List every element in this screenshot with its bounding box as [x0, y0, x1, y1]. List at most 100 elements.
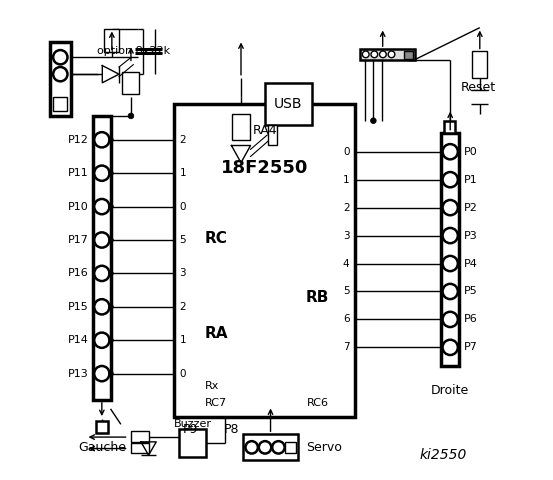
Bar — [50, 42, 71, 116]
Text: 1: 1 — [343, 175, 349, 185]
Text: P6: P6 — [464, 314, 478, 324]
Text: P3: P3 — [464, 230, 478, 240]
Text: P8: P8 — [223, 423, 239, 436]
Bar — [232, 114, 249, 140]
Circle shape — [94, 199, 109, 214]
Circle shape — [388, 51, 395, 58]
Circle shape — [442, 256, 458, 271]
Text: Buzzer: Buzzer — [174, 419, 211, 429]
Circle shape — [108, 271, 113, 276]
Text: P5: P5 — [464, 287, 478, 297]
Bar — [360, 49, 415, 60]
Circle shape — [442, 340, 458, 355]
Bar — [179, 429, 206, 457]
Text: Gauche: Gauche — [78, 441, 126, 454]
Circle shape — [108, 304, 113, 309]
Text: P11: P11 — [68, 168, 89, 178]
Text: P10: P10 — [68, 202, 89, 212]
Text: option 8x22k: option 8x22k — [97, 47, 170, 57]
Circle shape — [246, 441, 258, 454]
Text: P0: P0 — [464, 147, 478, 156]
Text: P2: P2 — [464, 203, 478, 213]
Text: 2: 2 — [343, 203, 349, 213]
Text: P13: P13 — [68, 369, 89, 379]
Circle shape — [128, 113, 134, 119]
Text: 5: 5 — [343, 287, 349, 297]
Text: 0: 0 — [343, 147, 349, 156]
Circle shape — [442, 172, 458, 187]
Text: 3: 3 — [343, 230, 349, 240]
Text: P4: P4 — [464, 259, 478, 268]
Bar — [93, 116, 111, 400]
Circle shape — [371, 51, 378, 58]
Bar — [264, 83, 312, 125]
Text: RC6: RC6 — [307, 398, 329, 408]
Text: P16: P16 — [68, 268, 89, 278]
Circle shape — [94, 333, 109, 348]
Text: 18F2550: 18F2550 — [221, 159, 308, 178]
Bar — [174, 104, 355, 417]
Text: P7: P7 — [464, 342, 478, 352]
Circle shape — [53, 50, 67, 64]
Text: 2: 2 — [180, 302, 186, 312]
Text: Rx: Rx — [205, 381, 220, 391]
Circle shape — [108, 171, 113, 176]
Circle shape — [442, 144, 458, 159]
Circle shape — [362, 51, 369, 58]
Circle shape — [379, 51, 386, 58]
Text: RB: RB — [306, 290, 329, 305]
Bar — [444, 120, 456, 132]
Text: 6: 6 — [343, 314, 349, 324]
Bar — [441, 132, 460, 366]
Text: 0: 0 — [180, 369, 186, 379]
Text: Servo: Servo — [306, 441, 342, 454]
Bar — [53, 97, 66, 111]
Text: P15: P15 — [68, 302, 89, 312]
Bar — [285, 442, 296, 453]
Circle shape — [94, 132, 109, 147]
Circle shape — [94, 266, 109, 281]
Bar — [268, 125, 277, 144]
Text: 1: 1 — [180, 168, 186, 178]
Bar — [243, 434, 298, 460]
Text: USB: USB — [274, 97, 302, 111]
Bar — [404, 50, 413, 59]
Circle shape — [108, 137, 113, 142]
Circle shape — [53, 67, 67, 81]
Text: ki2550: ki2550 — [420, 448, 467, 462]
Text: 3: 3 — [180, 268, 186, 278]
Bar — [122, 72, 139, 95]
Bar — [96, 421, 108, 433]
Circle shape — [371, 118, 375, 123]
Text: Droite: Droite — [431, 384, 469, 397]
Text: Reset: Reset — [461, 81, 496, 94]
Text: P12: P12 — [68, 135, 89, 145]
Text: 4: 4 — [343, 259, 349, 268]
Circle shape — [94, 166, 109, 181]
Text: 0: 0 — [180, 202, 186, 212]
Text: 7: 7 — [343, 342, 349, 352]
Circle shape — [108, 338, 113, 343]
Bar — [132, 443, 149, 453]
Circle shape — [442, 312, 458, 327]
Bar — [472, 51, 487, 78]
Circle shape — [272, 441, 285, 454]
Circle shape — [442, 200, 458, 215]
Text: P17: P17 — [68, 235, 89, 245]
Text: RC: RC — [205, 231, 228, 246]
Circle shape — [108, 371, 113, 376]
Circle shape — [442, 284, 458, 299]
Circle shape — [108, 238, 113, 242]
Circle shape — [442, 228, 458, 243]
Circle shape — [108, 204, 113, 209]
Text: 2: 2 — [180, 135, 186, 145]
Circle shape — [94, 366, 109, 381]
Text: RA: RA — [205, 326, 228, 341]
Text: 5: 5 — [180, 235, 186, 245]
Circle shape — [94, 299, 109, 314]
Text: P1: P1 — [464, 175, 478, 185]
Bar — [131, 432, 149, 442]
Text: P9: P9 — [183, 423, 199, 436]
Circle shape — [94, 232, 109, 248]
Text: 1: 1 — [180, 335, 186, 345]
